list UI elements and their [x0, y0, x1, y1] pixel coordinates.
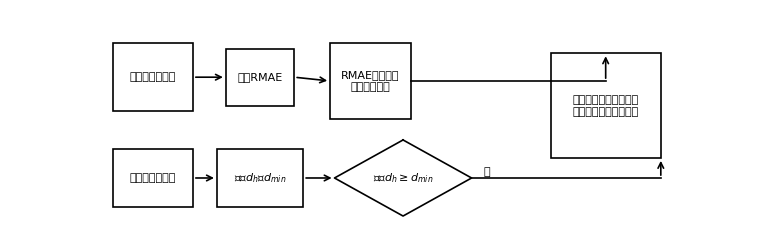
Text: 生成测试样本点: 生成测试样本点	[129, 72, 176, 82]
FancyBboxPatch shape	[551, 53, 661, 158]
Text: 生成解坐标点集: 生成解坐标点集	[129, 173, 176, 183]
Text: 有限元分析计算真实响
应，添加为新的样本点: 有限元分析计算真实响 应，添加为新的样本点	[573, 95, 639, 117]
FancyBboxPatch shape	[217, 149, 303, 206]
Text: 判断$d_h \geq d_{min}$: 判断$d_h \geq d_{min}$	[373, 171, 433, 185]
FancyBboxPatch shape	[112, 43, 193, 111]
FancyBboxPatch shape	[226, 49, 295, 106]
Text: 计算RMAE: 计算RMAE	[238, 72, 283, 82]
Text: 是: 是	[483, 167, 490, 177]
FancyBboxPatch shape	[112, 149, 193, 206]
Text: 计算$d_h$和$d_{min}$: 计算$d_h$和$d_{min}$	[234, 171, 286, 185]
FancyBboxPatch shape	[330, 43, 411, 119]
Text: RMAE最大点区
域样进行采样: RMAE最大点区 域样进行采样	[341, 70, 400, 92]
